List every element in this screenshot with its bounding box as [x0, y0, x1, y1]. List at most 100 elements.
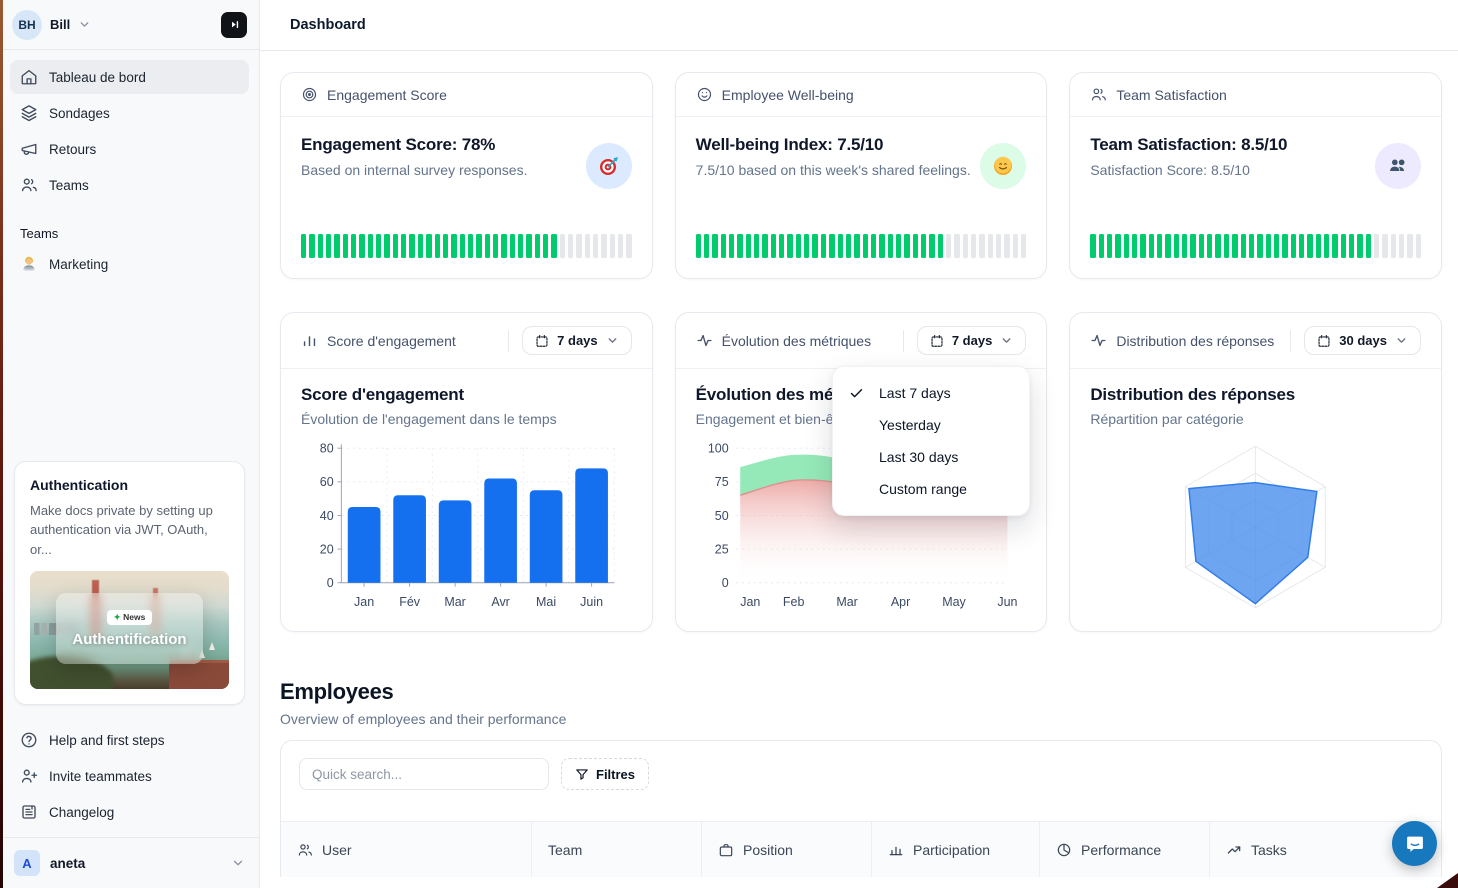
svg-text:Juin: Juin	[580, 595, 603, 609]
progress-segment	[904, 234, 910, 258]
progress-segment	[1140, 234, 1146, 258]
help-circle-icon	[21, 732, 37, 748]
progress-segment	[987, 234, 994, 258]
column-header-participation[interactable]: Participation	[871, 822, 1039, 877]
progress-segment	[1248, 234, 1255, 258]
sidebar-item-label: Teams	[49, 177, 89, 193]
dropdown-item-last-30-days[interactable]: Last 30 days	[833, 441, 1029, 473]
progress-segment	[1365, 234, 1372, 258]
divider	[508, 329, 510, 352]
column-header-team[interactable]: Team	[531, 822, 701, 877]
dropdown-item-yesterday[interactable]: Yesterday	[833, 409, 1029, 441]
stat-card-satisfaction: Team Satisfaction Team Satisfaction: 8.5…	[1069, 72, 1442, 279]
progress-segment	[1315, 234, 1321, 258]
calendar-icon	[536, 334, 548, 347]
progress-segment	[1190, 234, 1196, 258]
date-range-label: 7 days	[951, 333, 993, 348]
date-range-label: 7 days	[557, 333, 598, 348]
user-plus-icon	[21, 769, 38, 783]
progress-segment	[971, 234, 977, 258]
dropdown-item-last-7-days[interactable]: Last 7 days	[833, 377, 1029, 409]
column-header-performance[interactable]: Performance	[1039, 822, 1209, 877]
column-header-user[interactable]: User	[281, 822, 531, 877]
sidebar-item-tableau-de-bord[interactable]: Tableau de bord	[10, 60, 249, 94]
column-header-position[interactable]: Position	[701, 822, 871, 877]
sidebar-item-marketing[interactable]: Marketing	[10, 247, 249, 281]
progress-segment	[593, 234, 599, 258]
progress-segment	[1004, 234, 1010, 258]
distribution-radar-chart	[1185, 445, 1327, 609]
progress-segment	[568, 234, 574, 258]
progress-segment	[301, 234, 307, 258]
progress-segment	[1415, 234, 1422, 258]
table-toolbar: Filtres	[281, 741, 1441, 821]
sidebar-header: BH Bill	[0, 0, 259, 50]
chart-card-header: Distribution des réponses 30 days	[1070, 313, 1441, 369]
activity-icon	[697, 334, 712, 347]
svg-text:50: 50	[714, 509, 728, 523]
progress-segment	[509, 234, 515, 258]
progress-segment	[887, 234, 893, 258]
sidebar-item-retours[interactable]: Retours	[10, 132, 249, 166]
sailboat	[209, 642, 216, 651]
sidebar-item-changelog[interactable]: Changelog	[10, 795, 249, 829]
progress-segment	[551, 234, 557, 258]
progress-segment	[1399, 234, 1405, 258]
user-name[interactable]: Bill	[50, 17, 71, 32]
megaphone-icon	[21, 143, 37, 155]
date-range-button[interactable]: 7 days	[916, 326, 1027, 355]
progress-segment	[737, 234, 743, 258]
progress-segment	[962, 234, 968, 258]
progress-segment	[1012, 234, 1019, 258]
dropdown-item-label: Custom range	[879, 481, 967, 497]
progress-segment	[820, 234, 827, 258]
promo-card[interactable]: Authentication Make docs private by sett…	[14, 460, 245, 705]
progress-segment	[1332, 234, 1338, 258]
progress-segment	[1182, 234, 1188, 258]
dropdown-item-label: Yesterday	[879, 417, 941, 433]
stat-subtitle: 7.5/10 based on this week's shared feeli…	[695, 162, 971, 178]
target-dart-emoji-badge	[585, 143, 632, 189]
workspace-switcher[interactable]: A aneta	[0, 837, 259, 888]
filters-button[interactable]: Filtres	[561, 758, 650, 790]
progress-segment	[695, 234, 701, 258]
date-range-button[interactable]: 7 days	[522, 326, 632, 355]
progress-segment	[317, 234, 324, 258]
column-label: Team	[548, 841, 583, 858]
user-avatar[interactable]: BH	[12, 9, 42, 40]
sidebar-collapse-button[interactable]	[221, 11, 247, 38]
progress-segment	[526, 234, 532, 258]
dropdown-item-custom-range[interactable]: Custom range	[833, 473, 1029, 505]
chat-launcher-button[interactable]	[1392, 821, 1437, 866]
progress-segment	[359, 234, 365, 258]
progress-segment	[426, 234, 432, 258]
date-range-label: 30 days	[1339, 333, 1387, 348]
search-input[interactable]	[299, 758, 549, 790]
column-header-tasks[interactable]: Tasks	[1209, 822, 1441, 877]
chat-bubble-icon	[1406, 836, 1423, 852]
svg-text:75: 75	[714, 475, 728, 489]
sidebar-item-sondages[interactable]: Sondages	[10, 96, 249, 130]
sidebar-item-teams[interactable]: Teams	[10, 168, 249, 202]
progress-segment	[1223, 234, 1230, 258]
progress-segment	[1290, 234, 1296, 258]
progress-segment	[812, 234, 818, 258]
bar-chart-icon	[889, 846, 903, 855]
sidebar-item-help[interactable]: Help and first steps	[10, 723, 249, 757]
progress-segment	[492, 234, 499, 258]
sidebar-item-invite-teammates[interactable]: Invite teammates	[10, 759, 249, 793]
progress-segment	[804, 234, 810, 258]
svg-text:Jun: Jun	[997, 595, 1017, 609]
progress-segment	[392, 234, 399, 258]
date-range-button[interactable]: 30 days	[1304, 326, 1421, 355]
column-label: Tasks	[1251, 841, 1287, 858]
progress-segment	[862, 234, 868, 258]
home-icon	[21, 69, 37, 85]
progress-segment	[1107, 234, 1113, 258]
progress-segment	[1173, 234, 1180, 258]
chart-card-engagement-score: Score d'engagement 7 days Score d'engage…	[280, 312, 653, 632]
stat-title: Engagement Score: 78%	[301, 135, 496, 154]
chart-subtitle: Répartition par catégorie	[1090, 411, 1244, 427]
chart-card-header-label: Évolution des métriques	[721, 332, 872, 349]
svg-text:May: May	[942, 595, 966, 609]
